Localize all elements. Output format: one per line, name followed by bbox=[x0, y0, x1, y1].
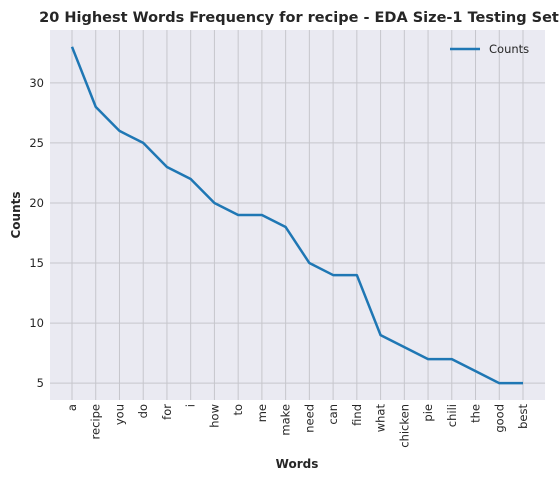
y-tick-labels: 5 10 15 20 25 30 bbox=[29, 76, 44, 390]
x-tick-label: a bbox=[65, 404, 79, 411]
y-axis-label: Counts bbox=[9, 191, 23, 238]
x-tick-label: good bbox=[492, 404, 506, 433]
y-tick-label: 5 bbox=[37, 376, 44, 390]
x-tick-label: recipe bbox=[89, 404, 103, 439]
x-tick-label: make bbox=[279, 404, 293, 436]
legend-label: Counts bbox=[489, 42, 529, 56]
grid-lines bbox=[50, 30, 545, 400]
x-tick-label: me bbox=[255, 404, 269, 422]
x-tick-labels: a recipe you do for i how to me make need can find wh… bbox=[65, 404, 530, 448]
chart-title: 20 Highest Words Frequency for recipe - … bbox=[39, 10, 559, 26]
x-tick-label: best bbox=[516, 404, 530, 429]
y-tick-label: 30 bbox=[29, 76, 44, 90]
x-tick-label: find bbox=[350, 404, 364, 426]
y-tick-label: 15 bbox=[29, 256, 44, 270]
x-tick-label: what bbox=[374, 404, 388, 433]
x-tick-label: chili bbox=[445, 404, 459, 427]
x-tick-label: you bbox=[112, 404, 126, 425]
x-tick-label: need bbox=[302, 404, 316, 433]
x-tick-label: can bbox=[326, 404, 340, 425]
x-tick-label: i bbox=[184, 404, 198, 407]
x-tick-label: pie bbox=[421, 404, 435, 422]
x-axis-label: Words bbox=[276, 457, 319, 471]
x-tick-label: do bbox=[136, 404, 150, 418]
x-tick-label: how bbox=[207, 404, 221, 428]
series-layer bbox=[70, 46, 523, 385]
series-line bbox=[70, 46, 523, 385]
y-tick-label: 20 bbox=[29, 196, 44, 210]
y-tick-label: 25 bbox=[29, 136, 44, 150]
x-tick-label: to bbox=[231, 404, 245, 416]
plot-area bbox=[50, 30, 545, 400]
y-tick-label: 10 bbox=[29, 316, 44, 330]
x-tick-label: chicken bbox=[397, 404, 411, 448]
legend: Counts bbox=[450, 42, 529, 56]
x-tick-label: for bbox=[160, 404, 174, 420]
x-tick-label: the bbox=[469, 404, 483, 423]
